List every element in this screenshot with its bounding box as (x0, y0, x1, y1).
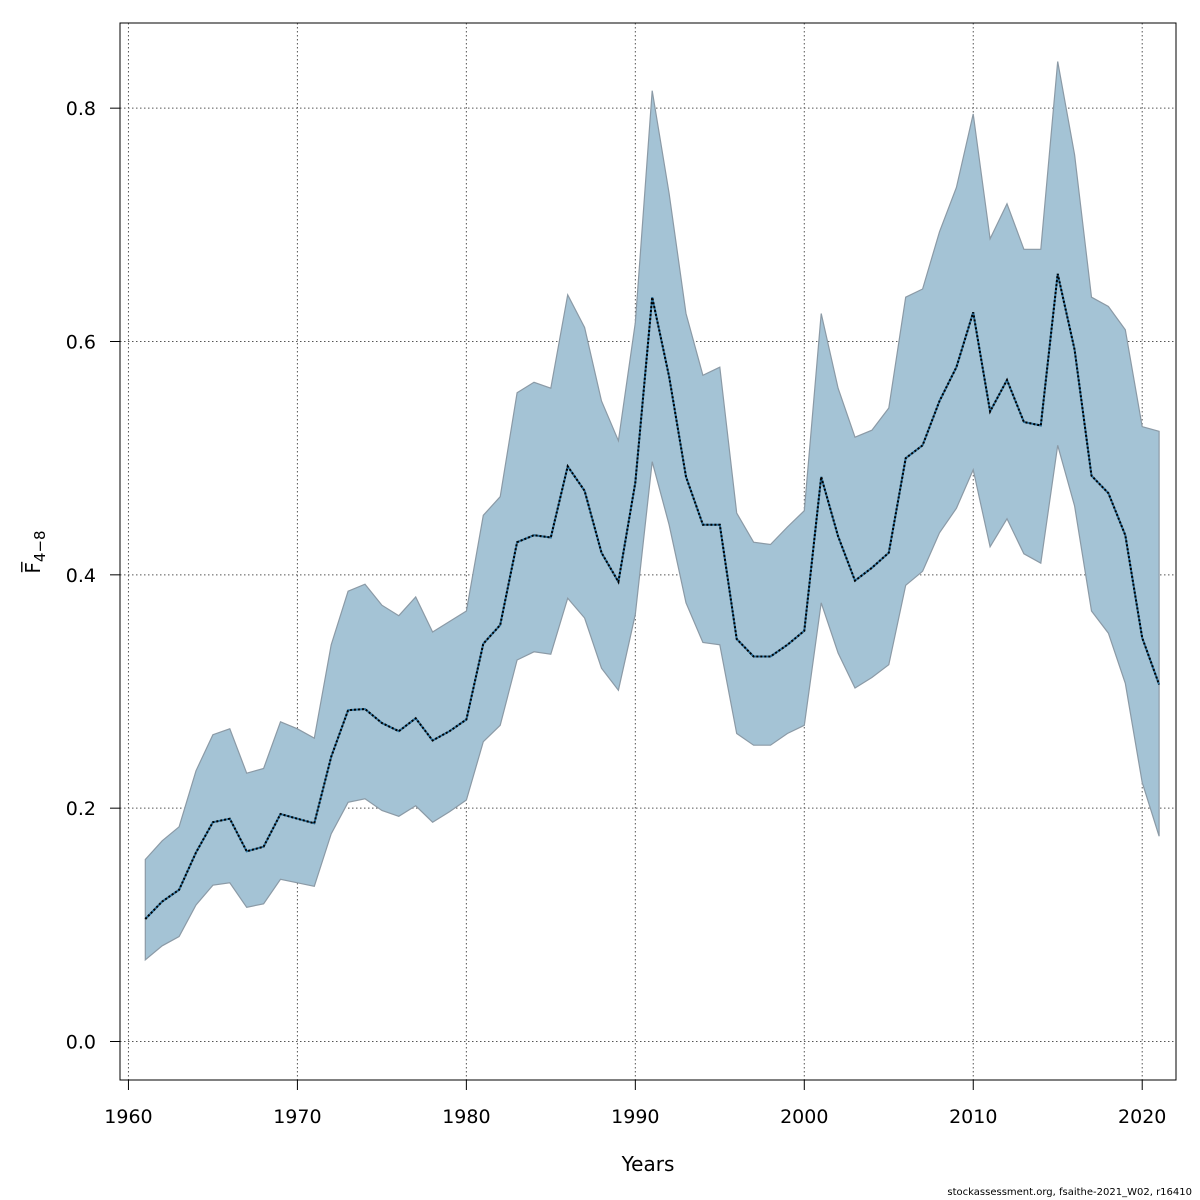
y-tick-label: 0.4 (66, 565, 96, 587)
y-axis: 0.0 0.2 0.4 0.6 0.8 (66, 98, 120, 1054)
estimate-series (144, 273, 1161, 920)
x-tick-label: 2000 (780, 1106, 828, 1128)
x-tick-label: 1960 (104, 1106, 152, 1128)
x-tick-label: 1970 (273, 1106, 321, 1128)
x-axis: 1960 1970 1980 1990 2000 2010 2020 (104, 1079, 1166, 1128)
y-tick-label: 0.2 (66, 798, 96, 820)
x-tick-label: 1980 (442, 1106, 490, 1128)
estimate-line (144, 273, 1161, 920)
footer-credit: stockassessment.org, fsaithe-2021_W02, r… (947, 1187, 1192, 1198)
y-tick-label: 0.6 (66, 332, 96, 354)
x-axis-title: Years (621, 1152, 675, 1176)
x-tick-label: 1990 (611, 1106, 659, 1128)
y-axis-title: F̅4−8 (20, 530, 49, 573)
confidence-band (144, 61, 1160, 962)
x-tick-label: 2010 (949, 1106, 997, 1128)
x-tick-label: 2020 (1118, 1106, 1166, 1128)
confidence-band-area (144, 61, 1160, 962)
y-axis-title-subscript: 4−8 (31, 530, 49, 562)
y-tick-label: 0.0 (66, 1032, 96, 1054)
y-tick-label: 0.8 (66, 98, 96, 120)
